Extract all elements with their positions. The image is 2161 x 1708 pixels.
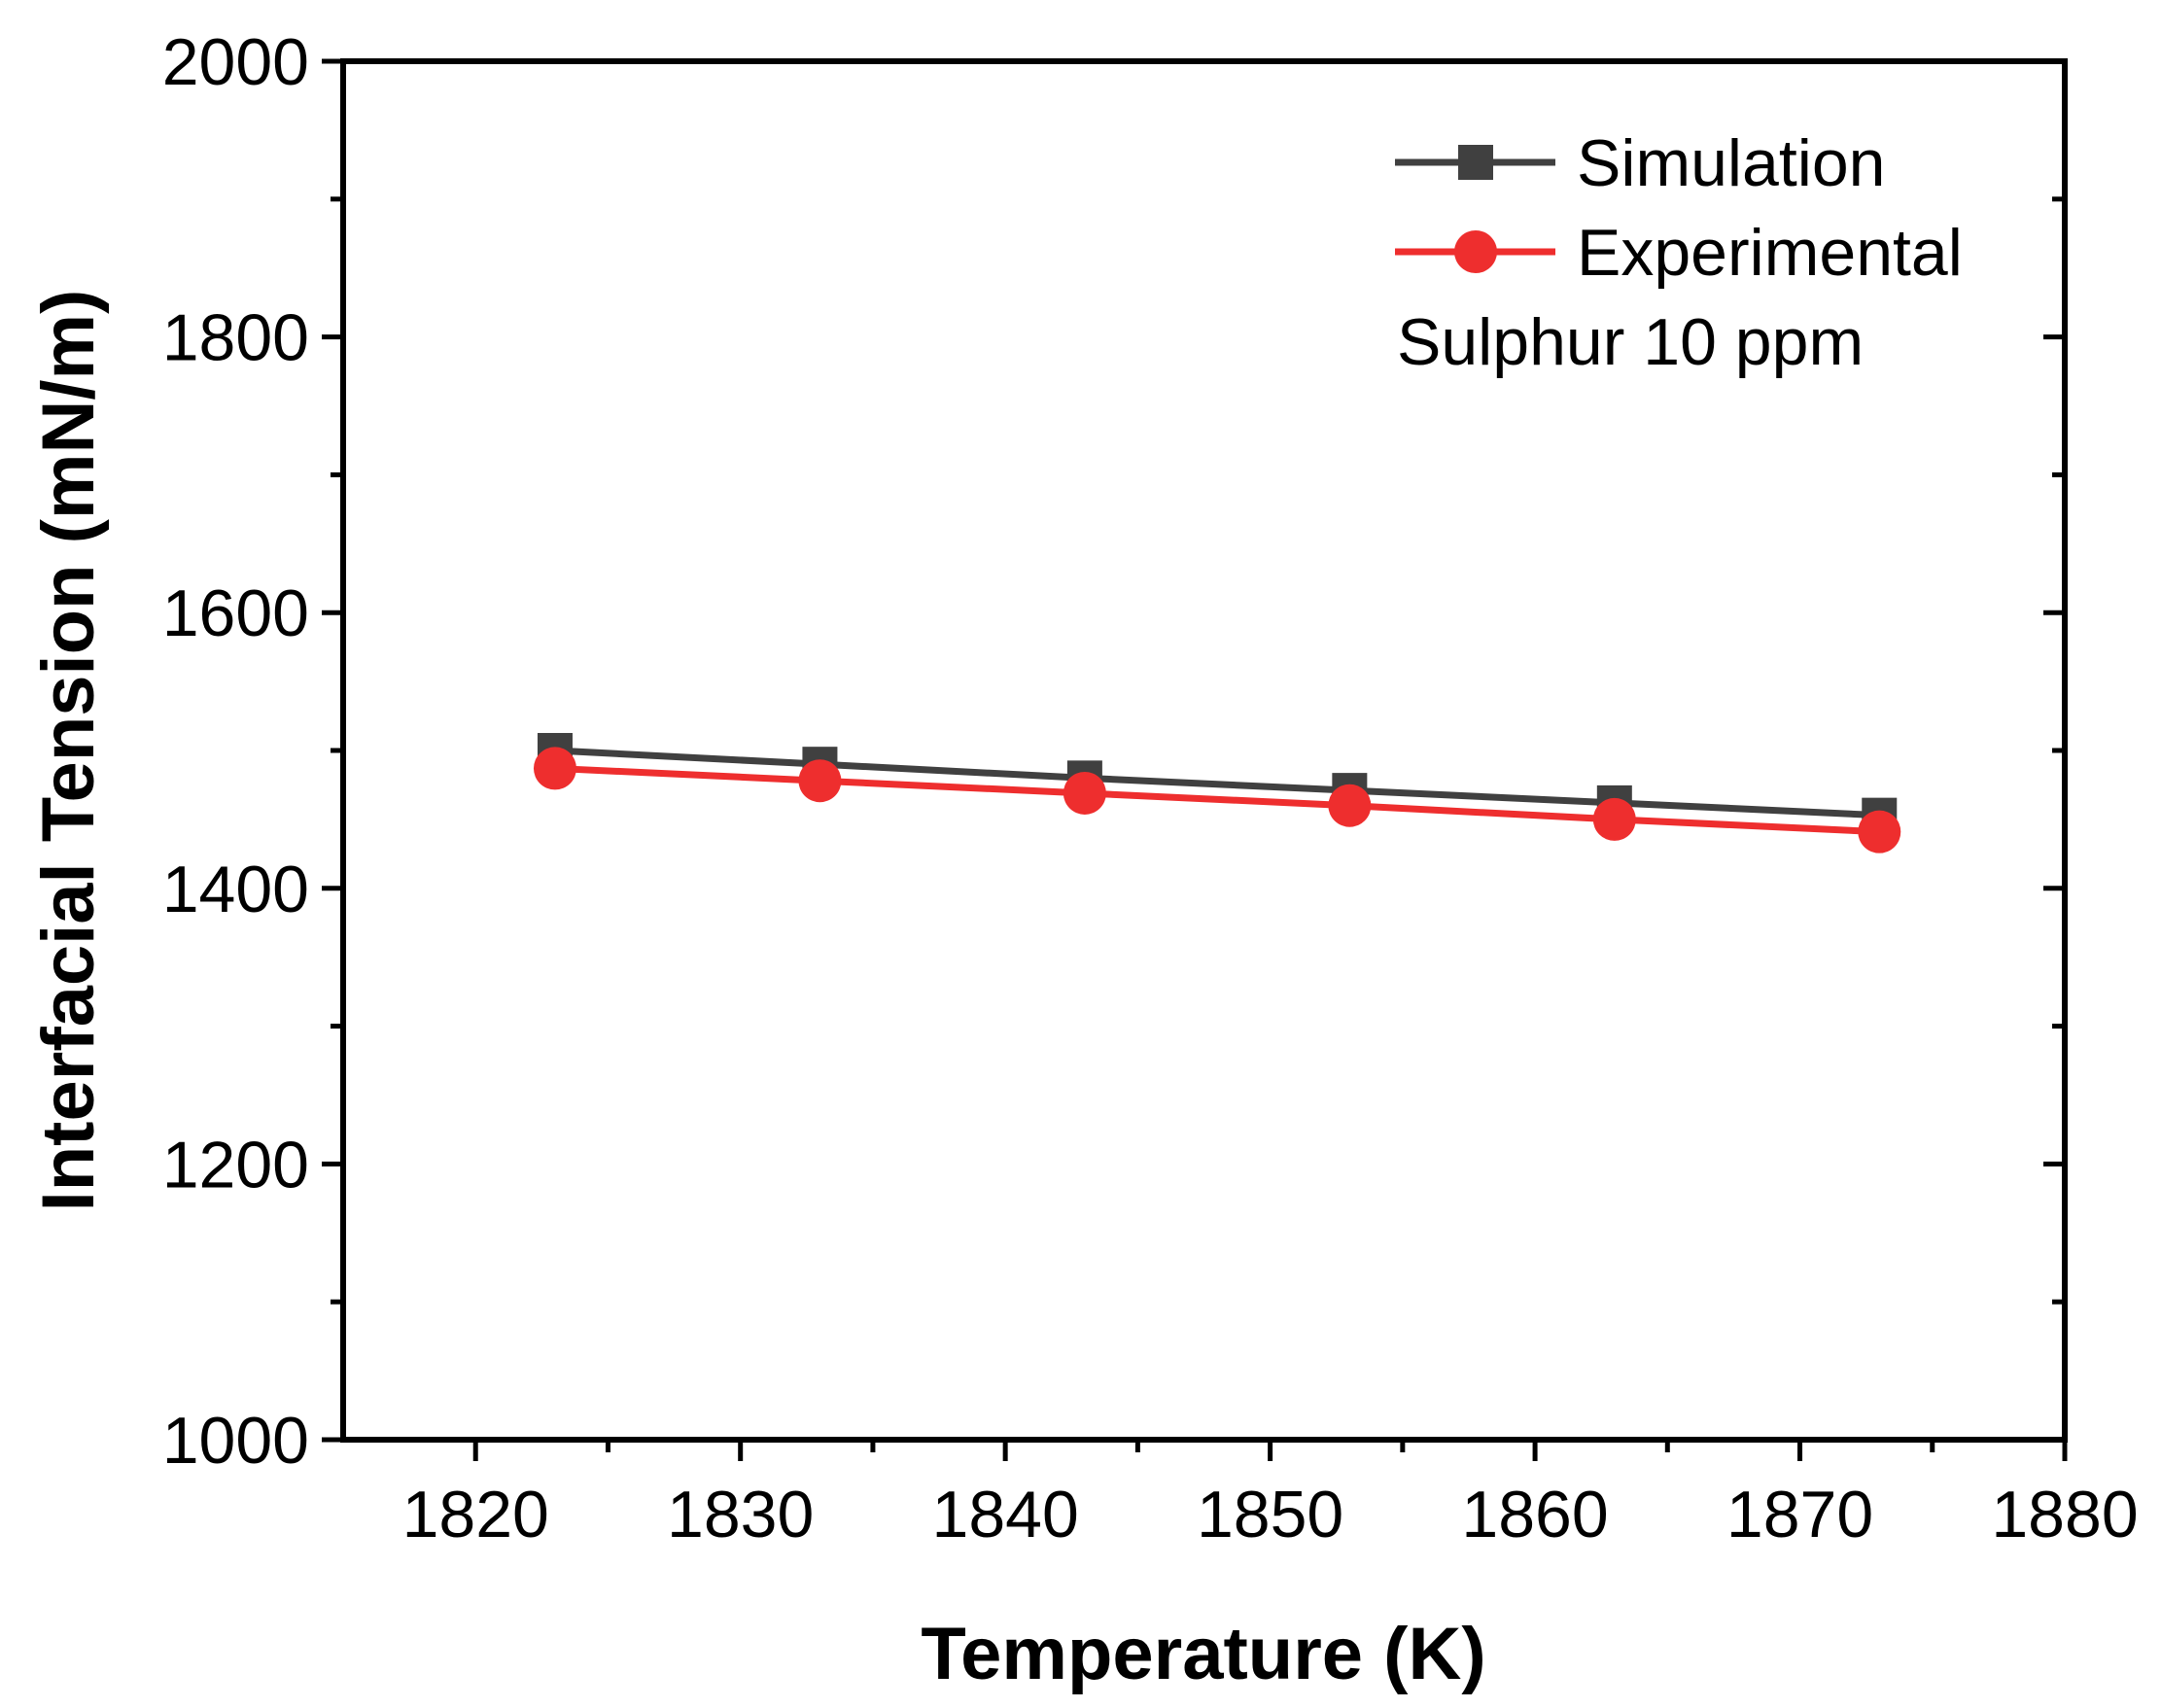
point-experimental-1873 <box>1858 810 1901 854</box>
x-tick-label: 1860 <box>1461 1478 1608 1551</box>
x-axis-title: Temperature (K) <box>921 1613 1485 1695</box>
y-tick-label: 1200 <box>162 1128 309 1202</box>
x-tick-label: 1850 <box>1197 1478 1343 1551</box>
annotation: Sulphur 10 ppm <box>1397 305 1864 379</box>
legend-simulation-marker <box>1458 145 1493 180</box>
point-experimental-1823 <box>533 747 576 790</box>
point-experimental-1853 <box>1328 784 1372 827</box>
legend: Simulation Experimental Sulphur 10 ppm <box>1395 126 1963 379</box>
legend-experimental-marker <box>1454 230 1497 273</box>
series <box>533 733 1901 854</box>
y-axis-title: Interfacial Tension (mN/m) <box>27 290 110 1212</box>
y-tick-label: 1800 <box>162 301 309 375</box>
legend-simulation-label: Simulation <box>1577 126 1886 200</box>
x-tick-label: 1830 <box>667 1478 814 1551</box>
x-tick-label: 1880 <box>1991 1478 2138 1551</box>
point-experimental-1863 <box>1592 797 1636 841</box>
point-experimental-1833 <box>798 759 842 803</box>
y-tick-label: 2000 <box>162 25 309 99</box>
y-tick-label: 1400 <box>162 853 309 926</box>
series-line-simulation <box>554 747 1880 819</box>
series-line-experimental <box>554 764 1880 836</box>
x-tick-label: 1820 <box>402 1478 549 1551</box>
plot-frame <box>340 58 2068 1443</box>
ticks: 1820 1830 1840 1850 1860 1870 1880 1000 1200 1400… <box>162 25 2139 1551</box>
x-tick-label: 1870 <box>1726 1478 1873 1551</box>
x-tick-label: 1840 <box>932 1478 1079 1551</box>
y-tick-label: 1000 <box>162 1404 309 1478</box>
y-tick-label: 1600 <box>162 576 309 650</box>
point-experimental-1843 <box>1063 771 1106 815</box>
legend-experimental-label: Experimental <box>1577 216 1963 290</box>
